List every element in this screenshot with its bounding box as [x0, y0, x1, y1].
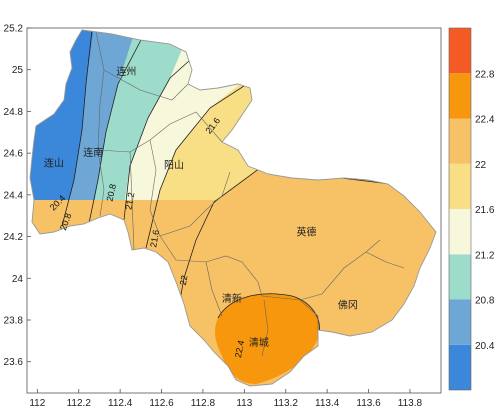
county-boundary [95, 31, 105, 217]
legend-label: 20.8 [475, 296, 495, 307]
city-label: 佛冈 [338, 298, 358, 311]
legend-swatch [449, 344, 471, 390]
x-tick-label: 112.4 [108, 398, 133, 409]
x-tick-label: 113.4 [315, 398, 340, 409]
band-core-22-4 [215, 293, 320, 384]
legend-swatch [449, 163, 471, 209]
county-boundary [261, 299, 269, 357]
legend-label: 22.8 [475, 69, 495, 80]
legend-swatch [449, 28, 471, 74]
city-label: 清新 [222, 292, 242, 305]
x-axis: 112 112.2 112.4 112.6 112.8 113 113.2 113.4 113.… [29, 389, 423, 409]
legend-label: 20.4 [475, 341, 495, 352]
x-tick-label: 113.8 [398, 398, 423, 409]
legend-swatch [449, 299, 471, 345]
y-tick-label: 24 [12, 274, 24, 285]
city-label: 连南 [83, 146, 103, 159]
city-label: 英德 [296, 225, 316, 238]
y-tick-label: 25.2 [4, 24, 24, 35]
county-boundary [365, 251, 405, 269]
city-label: 阳山 [164, 160, 184, 172]
county-boundary [129, 151, 135, 251]
y-tick-label: 24.4 [4, 190, 24, 201]
legend-swatch [449, 118, 471, 164]
x-tick-label: 113 [236, 398, 252, 409]
legend-label: 22 [475, 160, 487, 171]
x-tick-label: 112.6 [149, 398, 174, 409]
x-tick-label: 112.8 [191, 398, 216, 409]
county-boundary [159, 235, 263, 297]
contour-label: 22 [178, 274, 190, 286]
contour-line [61, 30, 93, 227]
x-tick-label: 112 [29, 398, 45, 409]
contour-line [145, 85, 245, 249]
legend-frame [448, 27, 472, 391]
contour-label: 21.6 [148, 229, 161, 248]
contour-label: 22.4 [233, 339, 246, 358]
contour-line [87, 37, 143, 229]
legend-label: 21.6 [475, 205, 495, 216]
y-tick-label: 24.2 [4, 232, 24, 243]
y-tick-label: 25 [12, 65, 24, 76]
y-tick-label: 23.6 [4, 357, 24, 368]
county-boundary [205, 261, 223, 317]
x-tick-label: 112.2 [67, 398, 92, 409]
x-tick-label: 113.2 [274, 398, 299, 409]
county-boundary [103, 69, 189, 101]
contour-label: 21.2 [123, 192, 136, 211]
legend-label: 22.4 [475, 115, 495, 126]
county-boundary [149, 139, 231, 237]
legend-label: 21.2 [475, 250, 495, 261]
legend-swatch [449, 209, 471, 255]
contour-line [123, 59, 191, 221]
county-boundary [261, 239, 381, 301]
colorbar-legend: 20.4 20.8 21.2 21.6 22 22.4 22.8 [448, 27, 495, 391]
y-tick-label: 24.8 [4, 107, 24, 118]
legend-swatch [449, 254, 471, 300]
y-tick-label: 23.8 [4, 316, 24, 327]
y-tick-label: 24.6 [4, 149, 24, 160]
city-label: 清城 [249, 336, 269, 349]
contour-label: 20.8 [105, 183, 118, 202]
city-label: 连山 [44, 157, 64, 170]
x-tick-label: 113.6 [356, 398, 381, 409]
county-boundary [299, 299, 319, 330]
legend-swatch [449, 73, 471, 119]
city-label: 连州 [116, 65, 136, 78]
y-axis: 25.2 25 24.8 24.6 24.4 24.2 24 23.8 23.6 [4, 24, 31, 368]
region-outline [29, 29, 437, 387]
county-boundary [97, 111, 223, 153]
